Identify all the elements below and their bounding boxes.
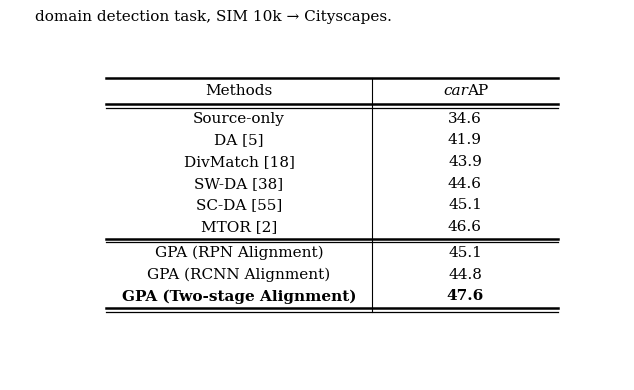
Text: AP: AP bbox=[467, 83, 488, 98]
Text: 46.6: 46.6 bbox=[448, 220, 482, 234]
Text: 43.9: 43.9 bbox=[448, 155, 482, 169]
Text: domain detection task, SIM 10k → Cityscapes.: domain detection task, SIM 10k → Citysca… bbox=[35, 10, 392, 24]
Text: 45.1: 45.1 bbox=[448, 246, 482, 260]
Text: GPA (RCNN Alignment): GPA (RCNN Alignment) bbox=[147, 268, 330, 282]
Text: 44.8: 44.8 bbox=[448, 268, 482, 282]
Text: 45.1: 45.1 bbox=[448, 199, 482, 213]
Text: DA [5]: DA [5] bbox=[214, 133, 264, 147]
Text: GPA (RPN Alignment): GPA (RPN Alignment) bbox=[155, 246, 323, 260]
Text: DivMatch [18]: DivMatch [18] bbox=[183, 155, 294, 169]
Text: Source-only: Source-only bbox=[193, 112, 285, 126]
Text: SC-DA [55]: SC-DA [55] bbox=[196, 199, 282, 213]
Text: Methods: Methods bbox=[205, 83, 273, 98]
Text: car: car bbox=[444, 83, 469, 98]
Text: 41.9: 41.9 bbox=[448, 133, 482, 147]
Text: SW-DA [38]: SW-DA [38] bbox=[195, 177, 283, 191]
Text: 47.6: 47.6 bbox=[446, 289, 484, 303]
Text: MTOR [2]: MTOR [2] bbox=[201, 220, 277, 234]
Text: GPA (Two-stage Alignment): GPA (Two-stage Alignment) bbox=[122, 289, 356, 303]
Text: 34.6: 34.6 bbox=[448, 112, 482, 126]
Text: 44.6: 44.6 bbox=[448, 177, 482, 191]
